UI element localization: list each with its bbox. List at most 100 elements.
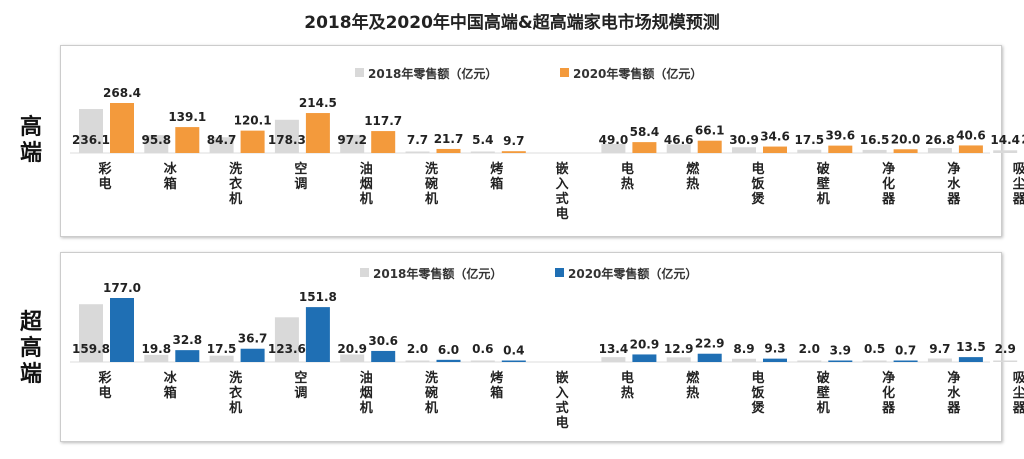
- data-label: 46.6: [664, 133, 694, 147]
- bar: [993, 360, 1018, 362]
- panel-label-ultra-high-end: 超高端: [19, 310, 42, 387]
- data-label: 97.2: [337, 133, 367, 147]
- data-label: 14.4: [990, 133, 1020, 147]
- category-label: 净化器: [881, 161, 896, 207]
- legend-label: 2018年零售额（亿元）: [373, 266, 502, 281]
- data-label: 30.6: [368, 334, 398, 348]
- bar: [470, 360, 495, 362]
- category-label: 嵌入式电: [556, 161, 569, 222]
- data-label: 151.8: [299, 290, 337, 304]
- category-label: 油烟机: [360, 370, 373, 416]
- data-label: 7.7: [407, 133, 428, 147]
- bar: [697, 140, 722, 153]
- category-label: 净化器: [881, 370, 896, 416]
- category-label: 洗碗机: [425, 161, 438, 207]
- bar: [828, 360, 853, 362]
- bar: [79, 109, 103, 153]
- category-label: 净水器: [946, 161, 961, 207]
- data-label: 30.9: [729, 133, 759, 147]
- data-label: 20.9: [337, 342, 367, 356]
- data-label: 268.4: [103, 86, 141, 100]
- category-label: 空调: [294, 161, 307, 192]
- bar: [240, 348, 265, 362]
- data-label: 49.0: [599, 133, 629, 147]
- panel-label-high-end: 高端: [19, 115, 42, 166]
- category-label: 冰箱: [164, 161, 178, 192]
- category-label: 烤箱: [490, 370, 503, 401]
- bar: [601, 357, 626, 362]
- bar: [305, 113, 330, 153]
- category-label: 燃热: [686, 370, 700, 401]
- data-label: 9.7: [503, 134, 524, 148]
- bar: [666, 357, 691, 362]
- bar: [340, 354, 365, 362]
- bar: [371, 131, 396, 153]
- category-label: 冰箱: [164, 370, 178, 401]
- bar: [862, 360, 887, 362]
- bar: [893, 149, 918, 153]
- category-label: 电热: [621, 161, 634, 192]
- data-label: 17.5: [794, 133, 824, 147]
- bar: [958, 145, 983, 153]
- data-label: 84.7: [207, 133, 237, 147]
- data-label: 20.9: [630, 337, 660, 351]
- data-label: 95.8: [141, 133, 171, 147]
- data-label: 32.8: [172, 333, 202, 347]
- category-label: 油烟机: [360, 161, 373, 207]
- bar: [175, 350, 200, 362]
- bar: [732, 147, 756, 153]
- bar: [927, 358, 952, 362]
- data-label: 123.6: [268, 342, 306, 356]
- category-label: 破壁机: [817, 161, 830, 207]
- data-label: 22.9: [695, 337, 725, 351]
- panel-high-end: [60, 45, 1002, 237]
- bar: [240, 130, 265, 153]
- data-label: 0.6: [472, 342, 493, 356]
- bar: [501, 151, 526, 153]
- bar: [274, 119, 299, 153]
- data-label: 17.5: [207, 342, 237, 356]
- data-label: 34.6: [760, 130, 790, 144]
- category-label: 电饭煲: [750, 161, 765, 207]
- category-label: 吸尘器: [1012, 371, 1024, 416]
- data-label: 0.7: [895, 344, 916, 358]
- data-label: 159.8: [72, 342, 110, 356]
- category-label: 洗衣机: [229, 161, 242, 207]
- bar: [144, 354, 169, 362]
- data-label: 20.0: [1021, 132, 1024, 146]
- data-label: 13.5: [956, 340, 986, 354]
- data-label: 117.7: [364, 114, 402, 128]
- bar: [110, 298, 134, 362]
- bar: [405, 360, 430, 362]
- bar: [470, 151, 495, 153]
- category-label: 彩电: [97, 370, 111, 401]
- bar: [371, 350, 396, 362]
- category-label: 燃热: [686, 161, 700, 192]
- data-label: 13.4: [599, 342, 629, 356]
- category-label: 彩电: [97, 161, 111, 192]
- bar: [763, 146, 787, 153]
- data-label: 66.1: [695, 124, 725, 138]
- data-label: 12.9: [664, 342, 694, 356]
- bar: [697, 353, 722, 362]
- legend-swatch: [560, 68, 569, 77]
- data-label: 178.3: [268, 133, 306, 147]
- panel-ultra-high-end: [60, 252, 1002, 442]
- data-label: 3.9: [830, 344, 851, 358]
- bar: [501, 360, 526, 362]
- category-label: 嵌入式电: [556, 370, 569, 431]
- data-label: 9.3: [764, 342, 785, 356]
- bar: [274, 317, 299, 362]
- category-label: 烤箱: [490, 161, 503, 192]
- bar: [405, 151, 430, 153]
- data-label: 9.7: [929, 342, 950, 356]
- bar: [632, 142, 657, 153]
- chart-title: 2018年及2020年中国高端&超高端家电市场规模预测: [304, 13, 720, 33]
- data-label: 19.8: [141, 342, 171, 356]
- legend-swatch: [555, 268, 564, 277]
- bar: [797, 149, 822, 153]
- bar: [436, 359, 461, 362]
- category-label: 破壁机: [817, 370, 830, 416]
- legend-swatch: [355, 68, 364, 77]
